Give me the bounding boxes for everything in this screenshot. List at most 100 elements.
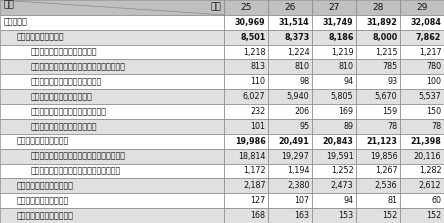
Text: 20,116: 20,116 [414,152,441,161]
Text: 8,000: 8,000 [372,33,397,42]
Bar [224,15,268,30]
Bar [356,149,400,163]
Bar [0,45,224,60]
Bar [0,0,224,15]
Text: 1,194: 1,194 [287,166,309,176]
Bar [312,178,356,193]
Bar [312,104,356,119]
Bar [268,104,312,119]
Text: 1,267: 1,267 [375,166,397,176]
Text: 159: 159 [382,107,397,116]
Text: 21,398: 21,398 [410,137,441,146]
Bar [268,134,312,149]
Bar [400,208,444,223]
Bar [400,60,444,74]
Bar [0,74,224,89]
Text: 152: 152 [382,211,397,220]
Bar [268,0,312,15]
Bar [0,30,224,45]
Bar [0,15,224,30]
Text: 810: 810 [338,62,353,71]
Bar [224,89,268,104]
Bar [224,60,268,74]
Bar [356,15,400,30]
Text: 813: 813 [250,62,266,71]
Bar [400,89,444,104]
Bar [356,45,400,60]
Bar [400,178,444,193]
Text: 206: 206 [294,107,309,116]
Text: 94: 94 [343,196,353,205]
Bar [268,30,312,45]
Text: 232: 232 [250,107,266,116]
Text: 89: 89 [343,122,353,131]
Bar [356,0,400,15]
Text: 169: 169 [338,107,353,116]
Bar [400,0,444,15]
Bar [224,149,268,163]
Text: 5,670: 5,670 [375,92,397,101]
Bar [224,45,268,60]
Bar [268,60,312,74]
Text: 第６号営業（出会い系喫茶等）: 第６号営業（出会い系喫茶等） [30,122,97,131]
Bar [0,178,224,193]
Text: 94: 94 [343,77,353,86]
Text: 60: 60 [431,196,441,205]
Bar [224,0,268,15]
Text: 2,380: 2,380 [287,181,309,190]
Bar [224,134,268,149]
Text: 5,537: 5,537 [419,92,441,101]
Text: 5,805: 5,805 [331,92,353,101]
Bar [0,134,224,149]
Bar [0,89,224,104]
Text: 1,224: 1,224 [287,47,309,57]
Text: 168: 168 [250,211,266,220]
Text: 25: 25 [241,3,252,12]
Text: 810: 810 [294,62,309,71]
Text: 150: 150 [426,107,441,116]
Text: 8,186: 8,186 [328,33,353,42]
Bar [312,134,356,149]
Text: 1,218: 1,218 [243,47,266,57]
Bar [400,149,444,163]
Bar [0,193,224,208]
Text: 127: 127 [250,196,266,205]
Bar [268,178,312,193]
Text: 8,373: 8,373 [284,33,309,42]
Bar [224,74,268,89]
Bar [312,119,356,134]
Text: 28: 28 [373,3,384,12]
Text: 第１号営業（ソープランド等）: 第１号営業（ソープランド等） [30,47,97,57]
Text: 1,215: 1,215 [375,47,397,57]
Bar [312,15,356,30]
Text: 1,217: 1,217 [419,47,441,57]
Bar [400,119,444,134]
Text: 20,843: 20,843 [322,137,353,146]
Bar [400,104,444,119]
Text: 153: 153 [338,211,353,220]
Text: 19,856: 19,856 [370,152,397,161]
Text: 21,123: 21,123 [366,137,397,146]
Text: 総数（件）: 総数（件） [4,18,27,27]
Bar [312,74,356,89]
Text: 95: 95 [299,122,309,131]
Bar [312,60,356,74]
Bar [400,45,444,60]
Bar [356,30,400,45]
Bar [0,119,224,134]
Bar [224,178,268,193]
Text: 78: 78 [387,122,397,131]
Bar [356,178,400,193]
Text: 93: 93 [387,77,397,86]
Bar [224,30,268,45]
Text: 27: 27 [329,3,340,12]
Text: 20,491: 20,491 [279,137,309,146]
Bar [268,208,312,223]
Text: 第４号営業（ラブホテル等）: 第４号営業（ラブホテル等） [30,92,92,101]
Bar [312,45,356,60]
Bar [312,149,356,163]
Text: 第２号営業（店舗型ファッションヘルス等）: 第２号営業（店舗型ファッションヘルス等） [30,62,125,71]
Text: 2,536: 2,536 [375,181,397,190]
Text: 店舗型性風俗特殊営業: 店舗型性風俗特殊営業 [17,33,64,42]
Bar [268,89,312,104]
